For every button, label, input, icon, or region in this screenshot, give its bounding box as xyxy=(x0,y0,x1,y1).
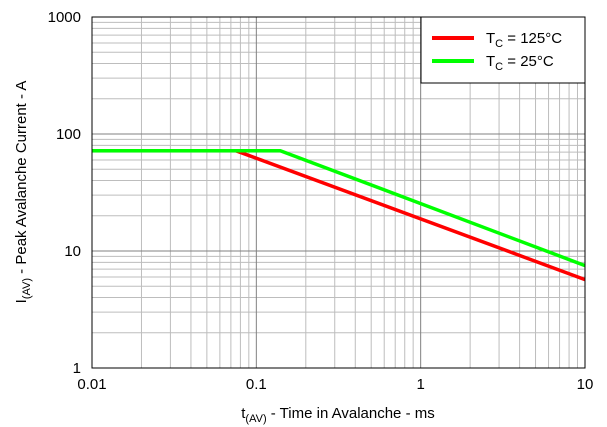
y-tick-label: 1 xyxy=(73,360,81,377)
legend-box xyxy=(420,16,586,84)
legend-label-125c: TC = 125°C xyxy=(486,30,562,50)
plot-frame xyxy=(91,16,586,369)
x-tick-labels: 0.01 0.1 1 10 xyxy=(77,376,593,393)
x-tick-label: 0.1 xyxy=(246,376,267,393)
legend: TC = 125°C TC = 25°C xyxy=(420,16,586,84)
x-axis-label-rest: - Time in Avalanche - ms xyxy=(267,405,435,422)
legend-label-125c-sub: C xyxy=(495,38,503,50)
y-tick-label: 1000 xyxy=(48,9,81,26)
x-tick-label: 0.01 xyxy=(77,376,106,393)
y-axis-label-sub: (AV) xyxy=(21,278,33,299)
x-tick-label: 1 xyxy=(416,376,424,393)
legend-label-125c-rest: = 125°C xyxy=(503,30,562,47)
series-group xyxy=(92,148,586,282)
y-axis-label-rest: - Peak Avalanche Current - A xyxy=(13,81,30,278)
legend-label-25c-sub: C xyxy=(495,61,503,73)
y-axis-label: I(AV) - Peak Avalanche Current - A xyxy=(13,81,33,304)
legend-label-25c: TC = 25°C xyxy=(486,53,554,73)
y-tick-label: 100 xyxy=(56,126,81,143)
x-tick-label: 10 xyxy=(577,376,594,393)
legend-label-25c-main: T xyxy=(486,53,495,70)
legend-label-25c-rest: = 25°C xyxy=(503,53,554,70)
y-axis-label-main: I xyxy=(13,299,30,303)
y-tick-labels: 1 10 100 1000 xyxy=(48,9,81,377)
x-axis-label-main: t xyxy=(241,405,246,422)
series-line-25c xyxy=(92,148,586,268)
legend-label-125c-main: T xyxy=(486,30,495,47)
y-tick-label: 10 xyxy=(64,243,81,260)
x-axis-label-sub: (AV) xyxy=(245,413,266,425)
x-axis-label: t(AV) - Time in Avalanche - ms xyxy=(241,405,434,425)
